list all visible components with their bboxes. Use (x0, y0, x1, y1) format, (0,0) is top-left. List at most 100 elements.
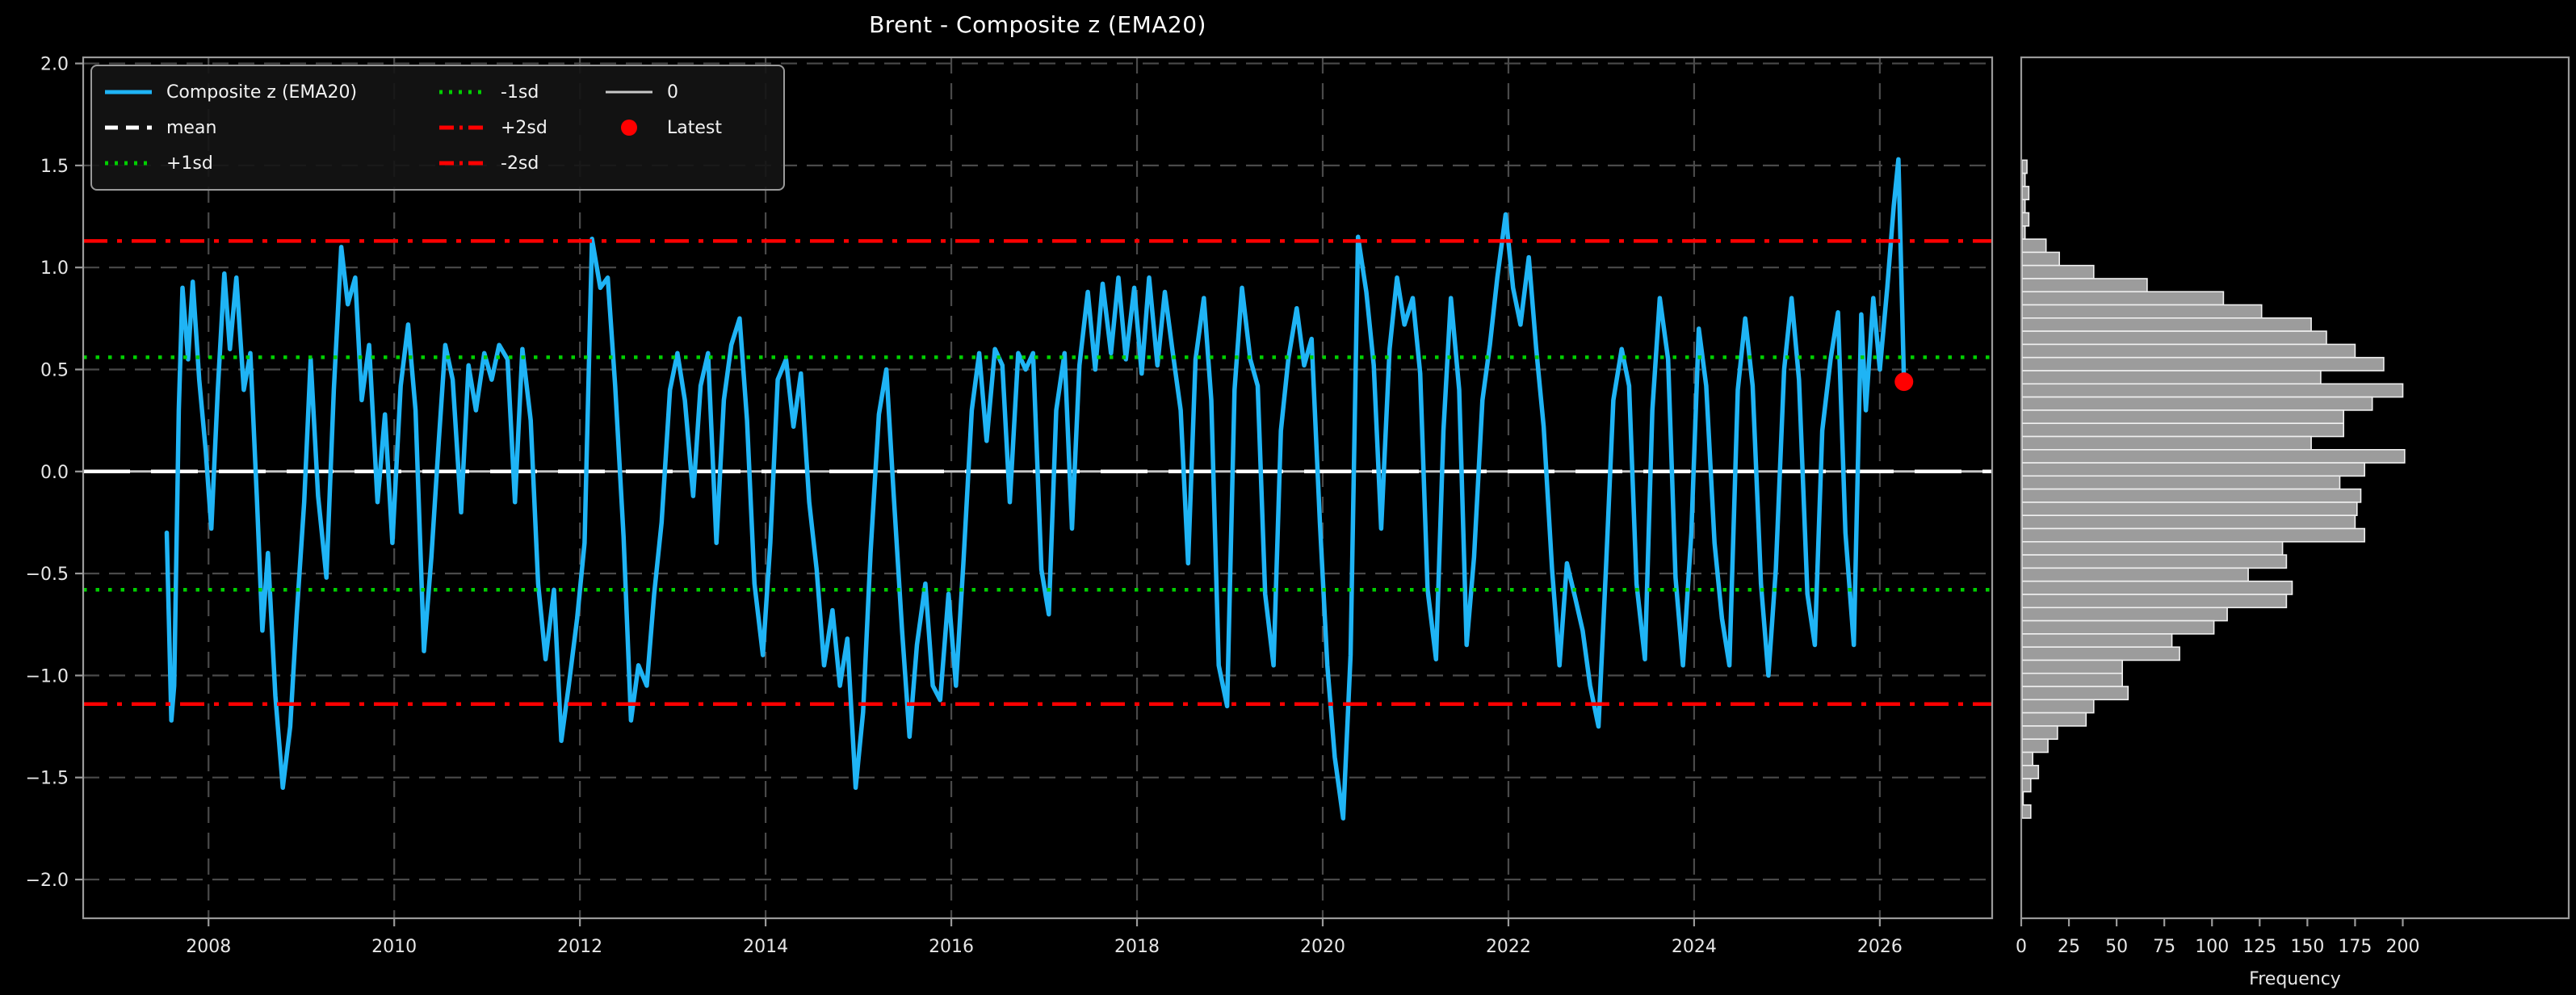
legend-label: +1sd (166, 153, 213, 174)
hist-x-tick-label: 100 (2195, 937, 2229, 957)
histogram-bar (2021, 488, 2362, 503)
hist-x-tick-label: 150 (2290, 937, 2324, 957)
legend-item: mean (103, 110, 433, 145)
latest-dot-icon (621, 120, 637, 136)
legend-line-icon (439, 161, 486, 166)
y-tick-label: 0.0 (40, 463, 69, 483)
legend-label: Composite z (EMA20) (166, 82, 358, 103)
histogram-bar (2021, 159, 2028, 174)
histogram-bar (2021, 502, 2358, 517)
y-tick-label: −2.0 (26, 871, 69, 891)
histogram-bar (2021, 567, 2249, 582)
legend-item: -1sd (438, 74, 599, 110)
histogram-bar (2021, 764, 2040, 779)
legend-item: Latest (604, 110, 762, 145)
histogram-bar (2021, 738, 2049, 754)
legend-label: -1sd (501, 82, 539, 103)
histogram-bar (2021, 594, 2288, 609)
histogram-bar (2021, 396, 2373, 411)
y-tick-label: −1.0 (26, 666, 69, 686)
histogram-bar (2021, 448, 2406, 464)
hist-x-tick-label: 0 (2016, 937, 2027, 957)
sd-lines (83, 239, 1992, 707)
hist-x-tick-label: 25 (2058, 937, 2080, 957)
legend-label: -2sd (501, 153, 539, 174)
histogram-bar (2021, 330, 2327, 346)
histogram-bar (2021, 712, 2087, 727)
x-tick-label: 2022 (1486, 937, 1531, 957)
histogram-bar (2021, 607, 2228, 622)
histogram-bar (2021, 172, 2026, 187)
main-panel-border (82, 56, 1994, 920)
hist-x-tick-label: 125 (2242, 937, 2276, 957)
histogram-bar (2021, 646, 2180, 661)
y-tick-label: 1.5 (40, 157, 69, 177)
histogram-bar (2021, 435, 2312, 451)
x-tick-label: 2012 (557, 937, 602, 957)
x-tick-label: 2008 (186, 937, 231, 957)
legend-line-icon (439, 90, 486, 94)
legend-line-icon (105, 161, 152, 166)
axis-ticks (75, 62, 2404, 926)
histogram-bar (2021, 751, 2033, 766)
histogram-bar (2021, 317, 2312, 332)
hist-x-tick-label: 200 (2385, 937, 2419, 957)
histogram-bar (2021, 475, 2341, 490)
histogram-bar (2021, 659, 2123, 674)
legend-label: Latest (667, 117, 722, 138)
histogram-bar (2021, 409, 2345, 424)
histogram-bar (2021, 804, 2032, 819)
legend-item: +2sd (438, 110, 599, 145)
histogram-bar (2021, 699, 2095, 714)
histogram-bar (2021, 540, 2284, 556)
histogram-bar (2021, 554, 2288, 569)
y-tick-label: 0.5 (40, 360, 69, 380)
histogram-bar (2021, 291, 2225, 306)
histogram-bar (2021, 186, 2030, 200)
hist-x-tick-label: 175 (2338, 937, 2372, 957)
composite-z-line (164, 157, 1907, 821)
axis-tick-labels: 2.0 1.5 1.0 0.5 0.0 −0.5 −1.0 −1.5 −2.0 2008 2010 2… (26, 55, 2420, 989)
legend-item: -2sd (438, 145, 599, 181)
legend-item: Composite z (EMA20) (103, 74, 433, 110)
x-tick-label: 2018 (1114, 937, 1160, 957)
histogram-bar (2021, 725, 2058, 741)
histogram-bar (2021, 778, 2032, 793)
histogram-bar (2021, 791, 2024, 806)
histogram-bar (2021, 514, 2356, 530)
histogram-bar (2021, 462, 2366, 477)
histogram-bar (2021, 527, 2366, 543)
chart-title: Brent - Composite z (EMA20) (869, 11, 1206, 38)
y-tick-label: 1.0 (40, 258, 69, 279)
x-tick-label: 2010 (371, 937, 417, 957)
legend-line-icon (105, 90, 152, 94)
histogram-bar (2021, 580, 2293, 595)
y-tick-label: 2.0 (40, 55, 69, 75)
legend-line-icon (105, 125, 152, 130)
hist-xaxis-label: Frequency (2249, 969, 2341, 989)
legend: Composite z (EMA20) mean +1sd -1sd +2sd -2sd 0… (90, 65, 785, 191)
legend-item: +1sd (103, 145, 433, 181)
y-tick-label: −0.5 (26, 565, 69, 585)
histogram-bar (2021, 383, 2404, 398)
histogram-bar (2021, 238, 2047, 254)
legend-label: mean (166, 117, 217, 138)
histogram-bar (2021, 199, 2026, 214)
latest-marker (1894, 372, 1914, 392)
histogram-bar (2021, 672, 2123, 687)
histogram-bar (2021, 686, 2129, 701)
histogram-bar (2021, 633, 2173, 649)
histogram-panel-border (2020, 56, 2570, 920)
y-tick-label: −1.5 (26, 769, 69, 789)
x-tick-label: 2014 (743, 937, 788, 957)
x-tick-label: 2020 (1300, 937, 1345, 957)
histogram-bar (2021, 251, 2061, 267)
histogram-bars (2021, 159, 2406, 819)
histogram-bar (2021, 619, 2215, 635)
x-tick-label: 2016 (929, 937, 974, 957)
histogram-bar (2021, 278, 2148, 293)
legend-line-icon (439, 125, 486, 130)
histogram-bar (2021, 212, 2030, 227)
